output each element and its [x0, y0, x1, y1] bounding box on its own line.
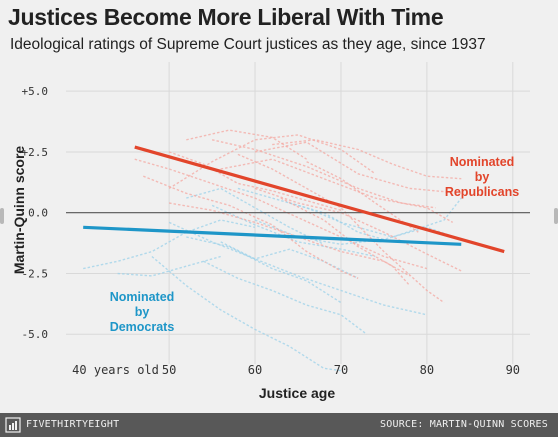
x-axis-label: Justice age — [259, 385, 335, 401]
republican-justice-trajectory — [220, 158, 454, 224]
republican-justice-trajectory — [143, 175, 359, 279]
republican-justice-trajectory — [134, 158, 428, 270]
democrat-trend-line — [83, 225, 462, 246]
source-note: SOURCE: MARTIN-QUINN SCORES — [380, 419, 548, 430]
chart-subtitle: Ideological ratings of Supreme Court jus… — [10, 36, 486, 53]
democrat-justice-trajectory — [186, 187, 325, 245]
republican-justice-trajectory — [211, 139, 436, 209]
chart-title: Justices Become More Liberal With Time — [8, 4, 444, 30]
republican-series-label: Nominated — [450, 155, 515, 169]
republican-justice-trajectory — [254, 141, 462, 194]
y-tick-label: +5.0 — [22, 85, 49, 98]
background-justice-trajectories — [83, 129, 462, 372]
right-edge-handle — [554, 208, 558, 224]
republican-justice-trajectory — [237, 153, 445, 304]
x-tick-label: 80 — [420, 363, 434, 377]
republican-justice-trajectory — [272, 139, 462, 180]
y-tick-label: -5.0 — [22, 328, 49, 341]
democrat-justice-trajectory — [151, 255, 342, 372]
x-tick-label: 40 years old — [72, 363, 159, 377]
x-tick-label: 60 — [248, 363, 262, 377]
democrat-justice-trajectory — [83, 219, 256, 270]
y-tick-label: 0.0 — [28, 207, 48, 220]
brand-name: FIVETHIRTYEIGHT — [26, 419, 120, 430]
left-edge-handle — [0, 208, 4, 224]
chart-plot: +5.0 +2.5 0.0 -2.5 -5.0 40 years old 50 60 70 80 9… — [11, 62, 530, 401]
x-tick-label: 70 — [334, 363, 348, 377]
republican-trend-line — [134, 145, 505, 254]
trend-lines — [83, 145, 505, 254]
republican-series-label: by — [475, 170, 490, 184]
fivethirtyeight-logo-icon — [5, 417, 21, 433]
republican-justice-trajectory — [254, 187, 462, 272]
democrat-justice-trajectory — [220, 241, 359, 279]
democrat-justice-trajectory — [203, 260, 368, 335]
democrat-justice-trajectory — [186, 236, 342, 304]
republican-justice-trajectory — [168, 202, 411, 277]
republican-series-label: Republicans — [445, 185, 519, 199]
y-tick-label: +2.5 — [22, 146, 49, 159]
democrat-justice-trajectory — [211, 204, 376, 258]
republican-justice-trajectory — [186, 129, 307, 160]
democrat-justice-trajectory — [168, 221, 428, 316]
y-tick-label: -2.5 — [22, 267, 49, 280]
democrat-series-label: Nominated — [110, 290, 175, 304]
x-tick-label: 50 — [162, 363, 176, 377]
x-tick-label: 90 — [506, 363, 520, 377]
axis-tick-labels: +5.0 +2.5 0.0 -2.5 -5.0 40 years old 50 60 70 80 9… — [22, 85, 521, 377]
footer-bar: FIVETHIRTYEIGHT SOURCE: MARTIN-QUINN SCO… — [0, 413, 558, 437]
democrat-series-label: by — [135, 305, 150, 319]
democrat-justice-trajectory — [289, 202, 393, 243]
democrat-series-label: Democrats — [110, 320, 175, 334]
y-axis-label: Martin-Quinn score — [11, 146, 27, 275]
series-labels: NominatedbyRepublicansNominatedbyDemocra… — [110, 155, 520, 334]
republican-justice-trajectory — [306, 161, 419, 233]
